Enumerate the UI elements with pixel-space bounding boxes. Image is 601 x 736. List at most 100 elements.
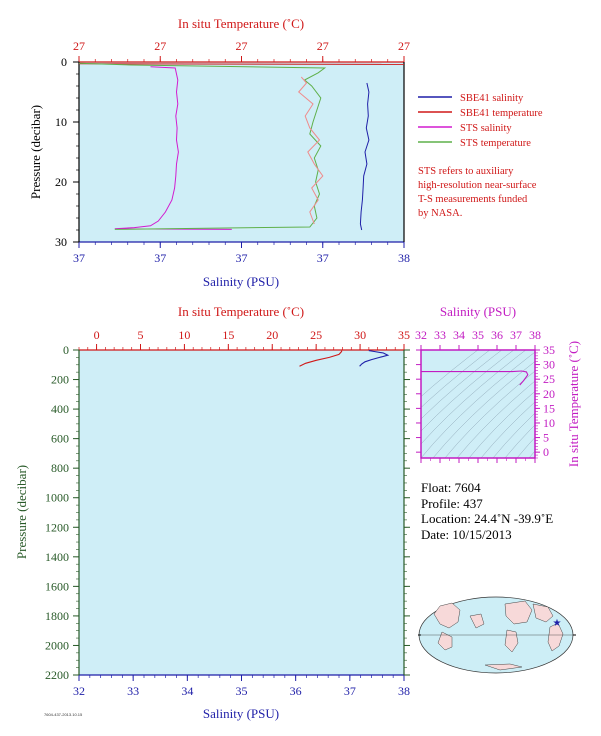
bottom-sal-tick-label: 34 [181, 684, 193, 698]
bottom-sal-tick-label: 33 [127, 684, 139, 698]
ts-plot-background [421, 350, 535, 458]
ts-sal-tick-label: 36 [491, 328, 503, 342]
top-temperature-axis-label: In situ Temperature (˚C) [178, 16, 304, 31]
note-line-2: high-resolution near-surface [418, 180, 537, 191]
top-sal-tick-label: 37 [317, 251, 329, 265]
top-sal-tick-label: 37 [73, 251, 85, 265]
bottom-temp-tick-label: 5 [137, 328, 143, 342]
density-contour [492, 412, 535, 458]
bottom-pressure-tick-label: 1000 [45, 491, 69, 505]
bottom-sal-tick-label: 38 [398, 684, 410, 698]
legend-label-sts-temperature: STS temperature [460, 138, 531, 149]
ts-panel-series [421, 370, 529, 386]
ts-temp-tick-label: 35 [543, 343, 555, 357]
top-salinity-axis-label: Salinity (PSU) [203, 274, 279, 289]
ts-sal-tick-label: 37 [510, 328, 522, 342]
ts-temp-tick-label: 30 [543, 358, 555, 372]
float-location: Location: 24.4˚N -39.9˚E [421, 511, 554, 526]
density-contour [421, 351, 535, 458]
density-contour [504, 424, 535, 458]
series-sbe41-salinity [359, 82, 370, 231]
legend-label-sts-salinity: STS salinity [460, 123, 512, 134]
top-temp-tick-label: 27 [154, 39, 166, 53]
bottom-temp-tick-label: 20 [266, 328, 278, 342]
density-contour [444, 370, 535, 458]
ts-temp-tick-label: 25 [543, 372, 555, 386]
near-surface-panel: In situ Temperature (˚C) Salinity (PSU) … [28, 16, 543, 289]
full-profile-panel: In situ Temperature (˚C) Salinity (PSU) … [14, 304, 410, 721]
bottom-pressure-tick-label: 1800 [45, 609, 69, 623]
bottom-temp-tick-label: 25 [310, 328, 322, 342]
profile-number: Profile: 437 [421, 495, 483, 511]
float-number: Float: 7604 [421, 480, 481, 495]
ts-sal-tick-label: 33 [434, 328, 446, 342]
top-pressure-axis-label: Pressure (decibar) [28, 105, 43, 199]
top-temp-tick-label: 27 [398, 39, 410, 53]
ts-temp-tick-label: 5 [543, 431, 549, 445]
top-sal-tick-label: 37 [154, 251, 166, 265]
bottom-pressure-tick-label: 1200 [45, 520, 69, 534]
bottom-temp-tick-label: 35 [398, 328, 410, 342]
legend: SBE41 salinity SBE41 temperature STS sal… [418, 93, 543, 149]
bottom-sal-tick-label: 37 [344, 684, 356, 698]
series-sbe41-temperature [78, 63, 405, 65]
bottom-pressure-tick-label: 0 [63, 343, 69, 357]
location-map: ★ [418, 596, 576, 674]
bottom-pressure-tick-label: 600 [51, 432, 69, 446]
ts-temp-tick-label: 10 [543, 416, 555, 430]
bottom-pressure-tick-label: 200 [51, 373, 69, 387]
bottom-sal-tick-label: 32 [73, 684, 85, 698]
top-pressure-tick-label: 30 [55, 235, 67, 249]
ts-sal-tick-label: 34 [453, 328, 465, 342]
ts-sal-tick-label: 35 [472, 328, 484, 342]
bottom-sal-tick-label: 35 [236, 684, 248, 698]
top-panel-ticks: 27 37 27 37 27 37 27 37 27 38 0 10 20 30 [55, 39, 410, 265]
top-sal-tick-label: 37 [236, 251, 248, 265]
density-contour [456, 380, 535, 458]
bottom-pressure-tick-label: 2200 [45, 668, 69, 682]
density-contour [480, 401, 535, 458]
bottom-temperature-axis-label: In situ Temperature (˚C) [178, 304, 304, 319]
density-contours [421, 350, 535, 458]
bottom-panel-ticks: 0 5 10 15 20 25 30 35 32 33 34 35 36 37 38 0 200 400 600 80… [45, 328, 410, 698]
bottom-temp-tick-label: 10 [178, 328, 190, 342]
ts-temp-tick-label: 20 [543, 387, 555, 401]
note-line-4: by NASA. [418, 208, 462, 219]
profile-date: Date: 10/15/2013 [421, 526, 512, 542]
ts-sal-tick-label: 38 [529, 328, 541, 342]
top-pressure-tick-label: 10 [55, 115, 67, 129]
series-sts-temperature-alt- [297, 76, 324, 225]
bottom-pressure-tick-label: 800 [51, 461, 69, 475]
top-temp-tick-label: 27 [236, 39, 248, 53]
density-contour [516, 437, 535, 458]
density-contour [528, 450, 535, 458]
ts-temp-tick-label: 15 [543, 401, 555, 415]
ts-sal-tick-label: 32 [415, 328, 427, 342]
density-contour [421, 350, 515, 432]
footer-id: 7604-437-2013.10.15 [44, 712, 83, 717]
series-sts-salinity [114, 66, 232, 230]
bottom-pressure-axis-label: Pressure (decibar) [14, 465, 29, 559]
ts-temperature-axis-label: In situ Temperature (˚C) [566, 341, 581, 467]
density-contour [432, 361, 535, 458]
float-location-marker-icon: ★ [553, 618, 562, 629]
bottom-pressure-tick-label: 1400 [45, 550, 69, 564]
bottom-temp-tick-label: 30 [354, 328, 366, 342]
float-info: Float: 7604 Profile: 437 Location: 24.4˚… [421, 480, 553, 542]
series-salinity [359, 350, 390, 367]
legend-label-sbe41-salinity: SBE41 salinity [460, 93, 524, 104]
density-contour [421, 350, 503, 420]
bottom-pressure-tick-label: 1600 [45, 579, 69, 593]
bottom-sal-tick-label: 36 [290, 684, 302, 698]
note-line-3: T-S measurements funded [418, 194, 528, 205]
ts-series-profile [421, 370, 529, 386]
map-land [433, 600, 564, 671]
bottom-temp-tick-label: 0 [94, 328, 100, 342]
density-contour [468, 390, 535, 458]
ts-salinity-axis-label: Salinity (PSU) [440, 304, 516, 319]
density-contour [421, 350, 491, 408]
legend-label-sbe41-temperature: SBE41 temperature [460, 108, 543, 119]
top-panel-series [78, 62, 405, 231]
